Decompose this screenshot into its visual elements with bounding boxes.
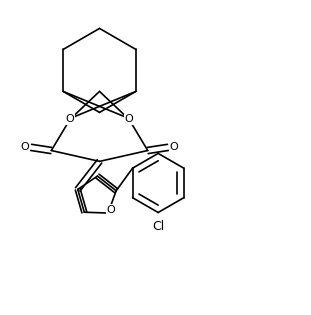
Text: Cl: Cl: [152, 220, 164, 233]
Text: O: O: [21, 142, 29, 152]
Text: O: O: [107, 205, 115, 215]
Text: O: O: [66, 114, 74, 124]
Text: O: O: [125, 114, 133, 124]
Text: O: O: [170, 142, 179, 152]
